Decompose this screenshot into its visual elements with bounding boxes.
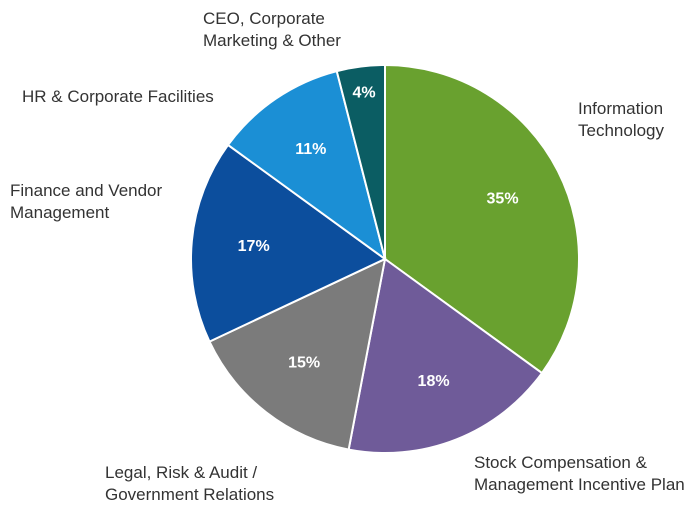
- category-label: Finance and Vendor Management: [10, 181, 163, 222]
- value-label: 18%: [418, 373, 450, 390]
- pie-slice: [335, 63, 386, 260]
- value-label: 15%: [288, 354, 320, 371]
- value-label: 11%: [295, 141, 326, 158]
- pie-slice: [384, 63, 580, 375]
- category-label: Legal, Risk & Audit / Government Relatio…: [105, 463, 275, 504]
- pie-slice: [190, 143, 387, 343]
- pie-slice: [208, 257, 387, 451]
- category-label: CEO, Corporate Marketing & Other: [203, 9, 341, 50]
- pie-slice: [347, 257, 544, 454]
- value-label: 4%: [353, 85, 376, 102]
- category-label: Stock Compensation & Management Incentiv…: [474, 453, 685, 494]
- category-label: HR & Corporate Facilities: [22, 87, 214, 106]
- value-label: 17%: [238, 238, 270, 255]
- value-label: 35%: [487, 190, 519, 207]
- category-label: Information Technology: [578, 99, 665, 140]
- pie-slice: [226, 69, 387, 262]
